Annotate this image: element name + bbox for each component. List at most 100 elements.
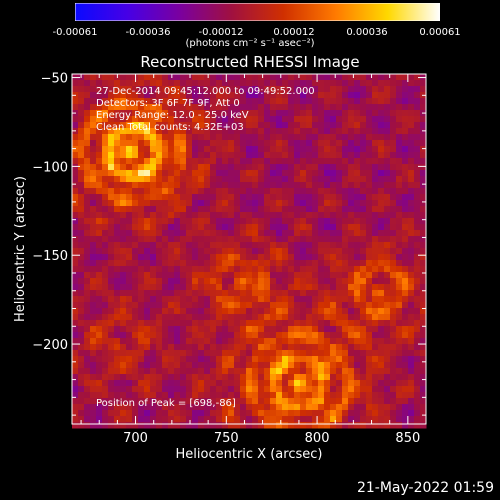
heatmap-cell <box>222 266 229 273</box>
heatmap-cell <box>216 326 223 333</box>
heatmap-cell <box>246 164 253 171</box>
heatmap-cell <box>378 332 385 339</box>
heatmap-cell <box>414 398 421 405</box>
heatmap-cell <box>174 230 181 237</box>
heatmap-cell <box>210 374 217 381</box>
heatmap-cell <box>318 176 325 183</box>
heatmap-cell <box>156 422 163 429</box>
annotation-time: 27-Dec-2014 09:45:12.000 to 09:49:52.000 <box>96 86 315 97</box>
heatmap-cell <box>360 338 367 345</box>
heatmap-cell <box>240 380 247 387</box>
heatmap-cell <box>234 272 241 279</box>
heatmap-cell <box>102 416 109 423</box>
heatmap-cell <box>114 218 121 225</box>
heatmap-cell <box>156 332 163 339</box>
heatmap-cell <box>132 176 139 183</box>
heatmap-cell <box>330 308 337 315</box>
heatmap-cell <box>78 116 85 123</box>
heatmap-cell <box>342 242 349 249</box>
heatmap-cell <box>144 182 151 189</box>
heatmap-cell <box>180 86 187 93</box>
heatmap-cell <box>78 290 85 297</box>
heatmap-cell <box>180 296 187 303</box>
heatmap-cell <box>348 416 355 423</box>
heatmap-cell <box>150 254 157 261</box>
heatmap-cell <box>204 158 211 165</box>
heatmap-cell <box>264 140 271 147</box>
heatmap-cell <box>408 194 415 201</box>
heatmap-cell <box>276 260 283 267</box>
heatmap-cell <box>372 350 379 357</box>
heatmap-cell <box>90 356 97 363</box>
heatmap-cell <box>120 86 127 93</box>
heatmap-cell <box>156 392 163 399</box>
heatmap-cell <box>270 134 277 141</box>
heatmap-cell <box>288 260 295 267</box>
heatmap-cell <box>384 98 391 105</box>
heatmap-cell <box>246 332 253 339</box>
heatmap-cell <box>414 104 421 111</box>
heatmap-cell <box>234 344 241 351</box>
heatmap-cell <box>306 140 313 147</box>
heatmap-cell <box>144 416 151 423</box>
heatmap-cell <box>366 272 373 279</box>
heatmap-cell <box>402 386 409 393</box>
heatmap-cell <box>138 206 145 213</box>
heatmap-cell <box>108 272 115 279</box>
heatmap-cell <box>402 122 409 129</box>
heatmap-cell <box>384 338 391 345</box>
heatmap-cell <box>138 200 145 207</box>
heatmap-cell <box>390 122 397 129</box>
heatmap-cell <box>294 356 301 363</box>
heatmap-cell <box>108 218 115 225</box>
heatmap-cell <box>390 392 397 399</box>
heatmap-cell <box>378 302 385 309</box>
heatmap-cell <box>102 380 109 387</box>
heatmap-cell <box>294 128 301 135</box>
heatmap-cell <box>270 110 277 117</box>
heatmap-cell <box>240 128 247 135</box>
heatmap-cell <box>168 266 175 273</box>
heatmap-cell <box>294 302 301 309</box>
heatmap-cell <box>342 98 349 105</box>
heatmap-cell <box>90 194 97 201</box>
heatmap-cell <box>312 380 319 387</box>
heatmap-cell <box>120 344 127 351</box>
heatmap-cell <box>114 278 121 285</box>
heatmap-cell <box>264 260 271 267</box>
heatmap-cell <box>102 74 109 81</box>
heatmap-cell <box>96 374 103 381</box>
heatmap-cell <box>72 410 79 417</box>
heatmap-cell <box>360 188 367 195</box>
heatmap-cell <box>84 98 91 105</box>
heatmap-cell <box>180 230 187 237</box>
heatmap-cell <box>174 80 181 87</box>
heatmap-cell <box>192 152 199 159</box>
heatmap-cell <box>216 158 223 165</box>
heatmap-cell <box>408 278 415 285</box>
heatmap-cell <box>222 332 229 339</box>
heatmap-cell <box>156 308 163 315</box>
heatmap-cell <box>258 368 265 375</box>
heatmap-cell <box>270 164 277 171</box>
heatmap-cell <box>150 356 157 363</box>
heatmap-cell <box>150 290 157 297</box>
heatmap-cell <box>276 230 283 237</box>
heatmap-cell <box>108 284 115 291</box>
heatmap-cell <box>240 188 247 195</box>
heatmap-cell <box>144 116 151 123</box>
heatmap-cell <box>270 176 277 183</box>
heatmap-cell <box>378 386 385 393</box>
annotation-energy: Energy Range: 12.0 - 25.0 keV <box>96 110 249 121</box>
heatmap-cell <box>204 74 211 81</box>
heatmap-cell <box>114 410 121 417</box>
heatmap-cell <box>156 410 163 417</box>
heatmap-cell <box>336 254 343 261</box>
heatmap-cell <box>114 422 121 429</box>
heatmap-cell <box>156 404 163 411</box>
heatmap-cell <box>132 182 139 189</box>
heatmap-cell <box>264 92 271 99</box>
heatmap-cell <box>294 236 301 243</box>
heatmap-cell <box>396 158 403 165</box>
heatmap-cell <box>90 284 97 291</box>
